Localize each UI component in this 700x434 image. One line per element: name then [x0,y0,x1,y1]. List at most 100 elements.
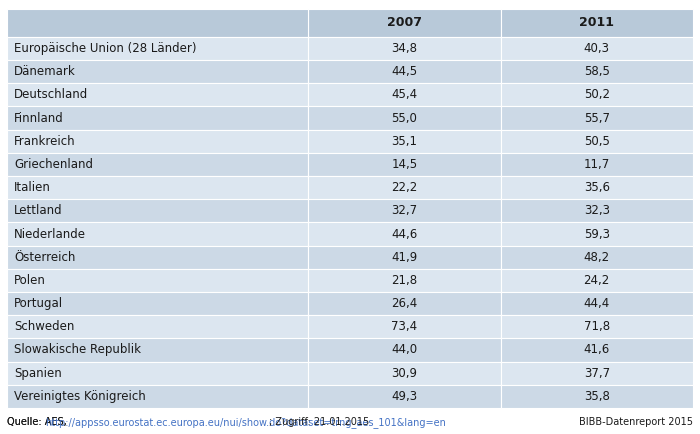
Text: 44,4: 44,4 [584,297,610,310]
Bar [7,9,308,37]
Text: ; Zugriff: 21.01.2015: ; Zugriff: 21.01.2015 [269,417,369,427]
Bar [500,339,693,362]
Bar [7,83,308,106]
Bar [500,130,693,153]
Text: 45,4: 45,4 [391,89,417,102]
Bar [7,37,308,60]
Bar [308,130,500,153]
Text: 49,3: 49,3 [391,390,417,403]
Bar [308,199,500,222]
Bar [500,176,693,199]
Bar [308,246,500,269]
Bar [500,362,693,385]
Text: 2011: 2011 [580,16,615,29]
Bar [308,385,500,408]
Bar [7,339,308,362]
Text: BIBB-Datenreport 2015: BIBB-Datenreport 2015 [579,417,693,427]
Text: Niederlande: Niederlande [14,227,86,240]
Text: Polen: Polen [14,274,46,287]
Bar [500,269,693,292]
Bar [7,246,308,269]
Text: 44,0: 44,0 [391,343,417,356]
Bar [7,60,308,83]
Text: 50,2: 50,2 [584,89,610,102]
Text: 44,6: 44,6 [391,227,417,240]
Bar [7,106,308,130]
Bar [7,130,308,153]
Text: 55,7: 55,7 [584,112,610,125]
Text: 35,1: 35,1 [391,135,417,148]
Bar [308,153,500,176]
Bar [308,106,500,130]
Bar [500,292,693,315]
Bar [7,176,308,199]
Bar [7,269,308,292]
Bar [308,292,500,315]
Text: Spanien: Spanien [14,367,62,380]
Text: Italien: Italien [14,181,51,194]
Text: http://appsso.eurostat.ec.europa.eu/nui/show.do?dataset=trng_aes_101&lang=en: http://appsso.eurostat.ec.europa.eu/nui/… [46,417,446,427]
Text: 35,8: 35,8 [584,390,610,403]
Bar [308,9,500,37]
Text: Lettland: Lettland [14,204,62,217]
Text: Griechenland: Griechenland [14,158,93,171]
Text: 48,2: 48,2 [584,251,610,264]
Bar [7,199,308,222]
Bar [7,315,308,339]
Text: Vereinigtes Königreich: Vereinigtes Königreich [14,390,146,403]
Text: 35,6: 35,6 [584,181,610,194]
Text: 22,2: 22,2 [391,181,417,194]
Text: Deutschland: Deutschland [14,89,88,102]
Text: 32,7: 32,7 [391,204,417,217]
Text: Slowakische Republik: Slowakische Republik [14,343,141,356]
Text: 58,5: 58,5 [584,65,610,78]
Bar [500,246,693,269]
Bar [7,153,308,176]
Bar [308,339,500,362]
Text: 41,9: 41,9 [391,251,417,264]
Text: 59,3: 59,3 [584,227,610,240]
Bar [500,153,693,176]
Bar [500,222,693,246]
Text: Quelle: AES,: Quelle: AES, [7,417,70,427]
Bar [500,60,693,83]
Text: Österreich: Österreich [14,251,76,264]
Bar [7,222,308,246]
Bar [308,60,500,83]
Text: Finnland: Finnland [14,112,64,125]
Text: 40,3: 40,3 [584,42,610,55]
Text: 11,7: 11,7 [584,158,610,171]
Bar [308,83,500,106]
Bar [7,292,308,315]
Text: 55,0: 55,0 [391,112,417,125]
Text: Schweden: Schweden [14,320,74,333]
Text: 2007: 2007 [386,16,421,29]
Bar [308,362,500,385]
Bar [500,315,693,339]
Text: 14,5: 14,5 [391,158,417,171]
Bar [308,269,500,292]
Text: 44,5: 44,5 [391,65,417,78]
Text: 32,3: 32,3 [584,204,610,217]
Text: 34,8: 34,8 [391,42,417,55]
Bar [308,37,500,60]
Text: Dänemark: Dänemark [14,65,76,78]
Text: 73,4: 73,4 [391,320,417,333]
Bar [308,222,500,246]
Bar [500,9,693,37]
Bar [7,385,308,408]
Bar [7,362,308,385]
Text: Frankreich: Frankreich [14,135,76,148]
Text: 41,6: 41,6 [584,343,610,356]
Text: 50,5: 50,5 [584,135,610,148]
Bar [500,83,693,106]
Bar [308,176,500,199]
Text: 24,2: 24,2 [584,274,610,287]
Bar [308,315,500,339]
Text: 30,9: 30,9 [391,367,417,380]
Bar [500,106,693,130]
Bar [500,385,693,408]
Text: Quelle: AES,: Quelle: AES, [7,417,70,427]
Text: 21,8: 21,8 [391,274,417,287]
Text: 26,4: 26,4 [391,297,417,310]
